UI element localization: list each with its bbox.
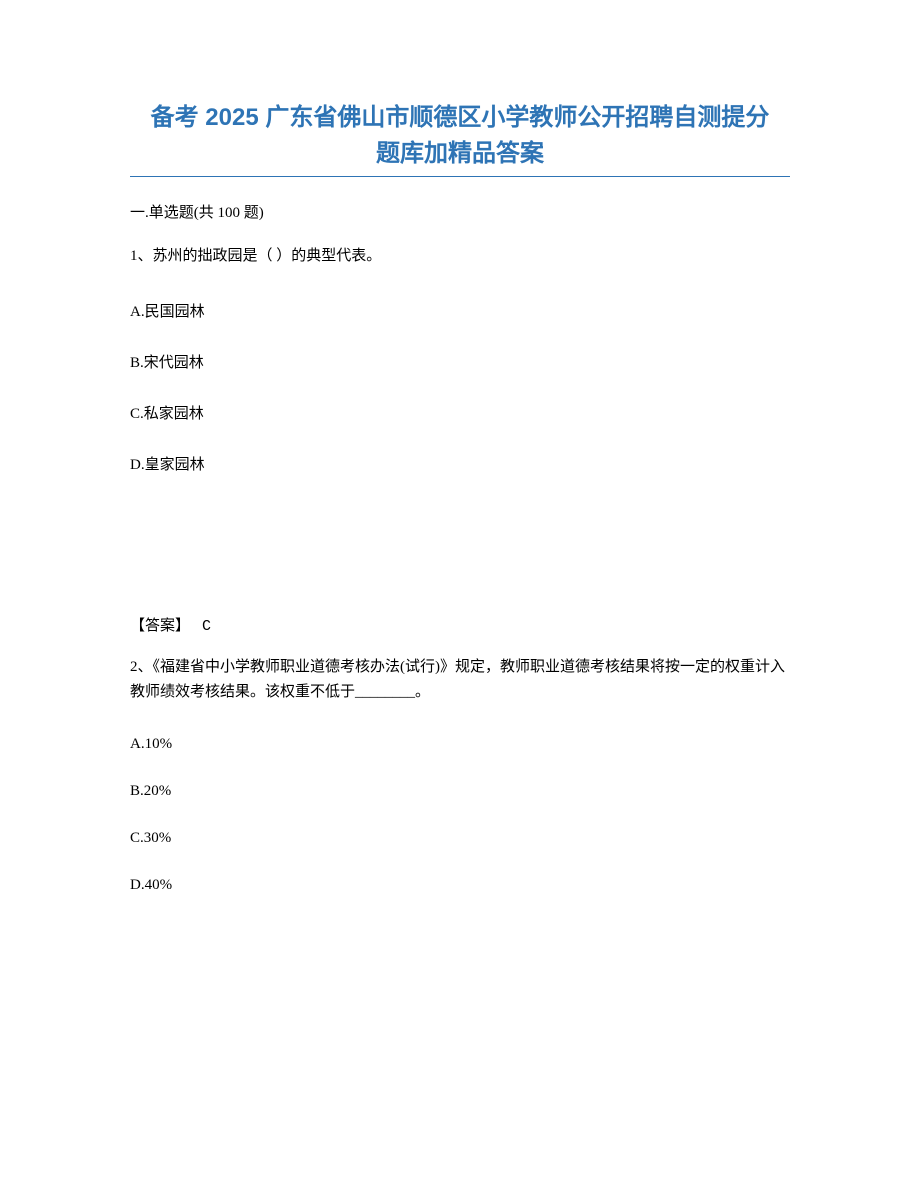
- title-line1: 备考 2025 广东省佛山市顺德区小学教师公开招聘自测提分: [151, 104, 770, 131]
- question1-text: 1、苏州的拙政园是（ ）的典型代表。: [130, 244, 790, 270]
- question2-number: 2、: [130, 659, 153, 675]
- question1-option-b: B.宋代园林: [130, 351, 790, 372]
- question2-option-b: B.20%: [130, 783, 790, 800]
- question1-body: 苏州的拙政园是（ ）的典型代表。: [153, 248, 382, 264]
- question1-option-a: A.民国园林: [130, 300, 790, 321]
- question1-answer-value: C: [202, 618, 211, 635]
- page-title: 备考 2025 广东省佛山市顺德区小学教师公开招聘自测提分 题库加精品答案: [130, 100, 790, 172]
- question2-option-a: A.10%: [130, 736, 790, 753]
- answer-label-text: 【答案】: [130, 618, 190, 634]
- question2-option-c: C.30%: [130, 830, 790, 847]
- question1-option-d: D.皇家园林: [130, 453, 790, 474]
- title-line2: 题库加精品答案: [376, 140, 544, 167]
- question1-number: 1、: [130, 248, 153, 264]
- question2-option-d: D.40%: [130, 877, 790, 894]
- title-divider: [130, 176, 790, 177]
- question1-option-c: C.私家园林: [130, 402, 790, 423]
- question2-text: 2、《福建省中小学教师职业道德考核办法(试行)》规定，教师职业道德考核结果将按一…: [130, 655, 790, 706]
- question2-body: 《福建省中小学教师职业道德考核办法(试行)》规定，教师职业道德考核结果将按一定的…: [130, 659, 785, 701]
- question1-answer: 【答案】 C: [130, 614, 790, 635]
- section-header: 一.单选题(共 100 题): [130, 201, 790, 222]
